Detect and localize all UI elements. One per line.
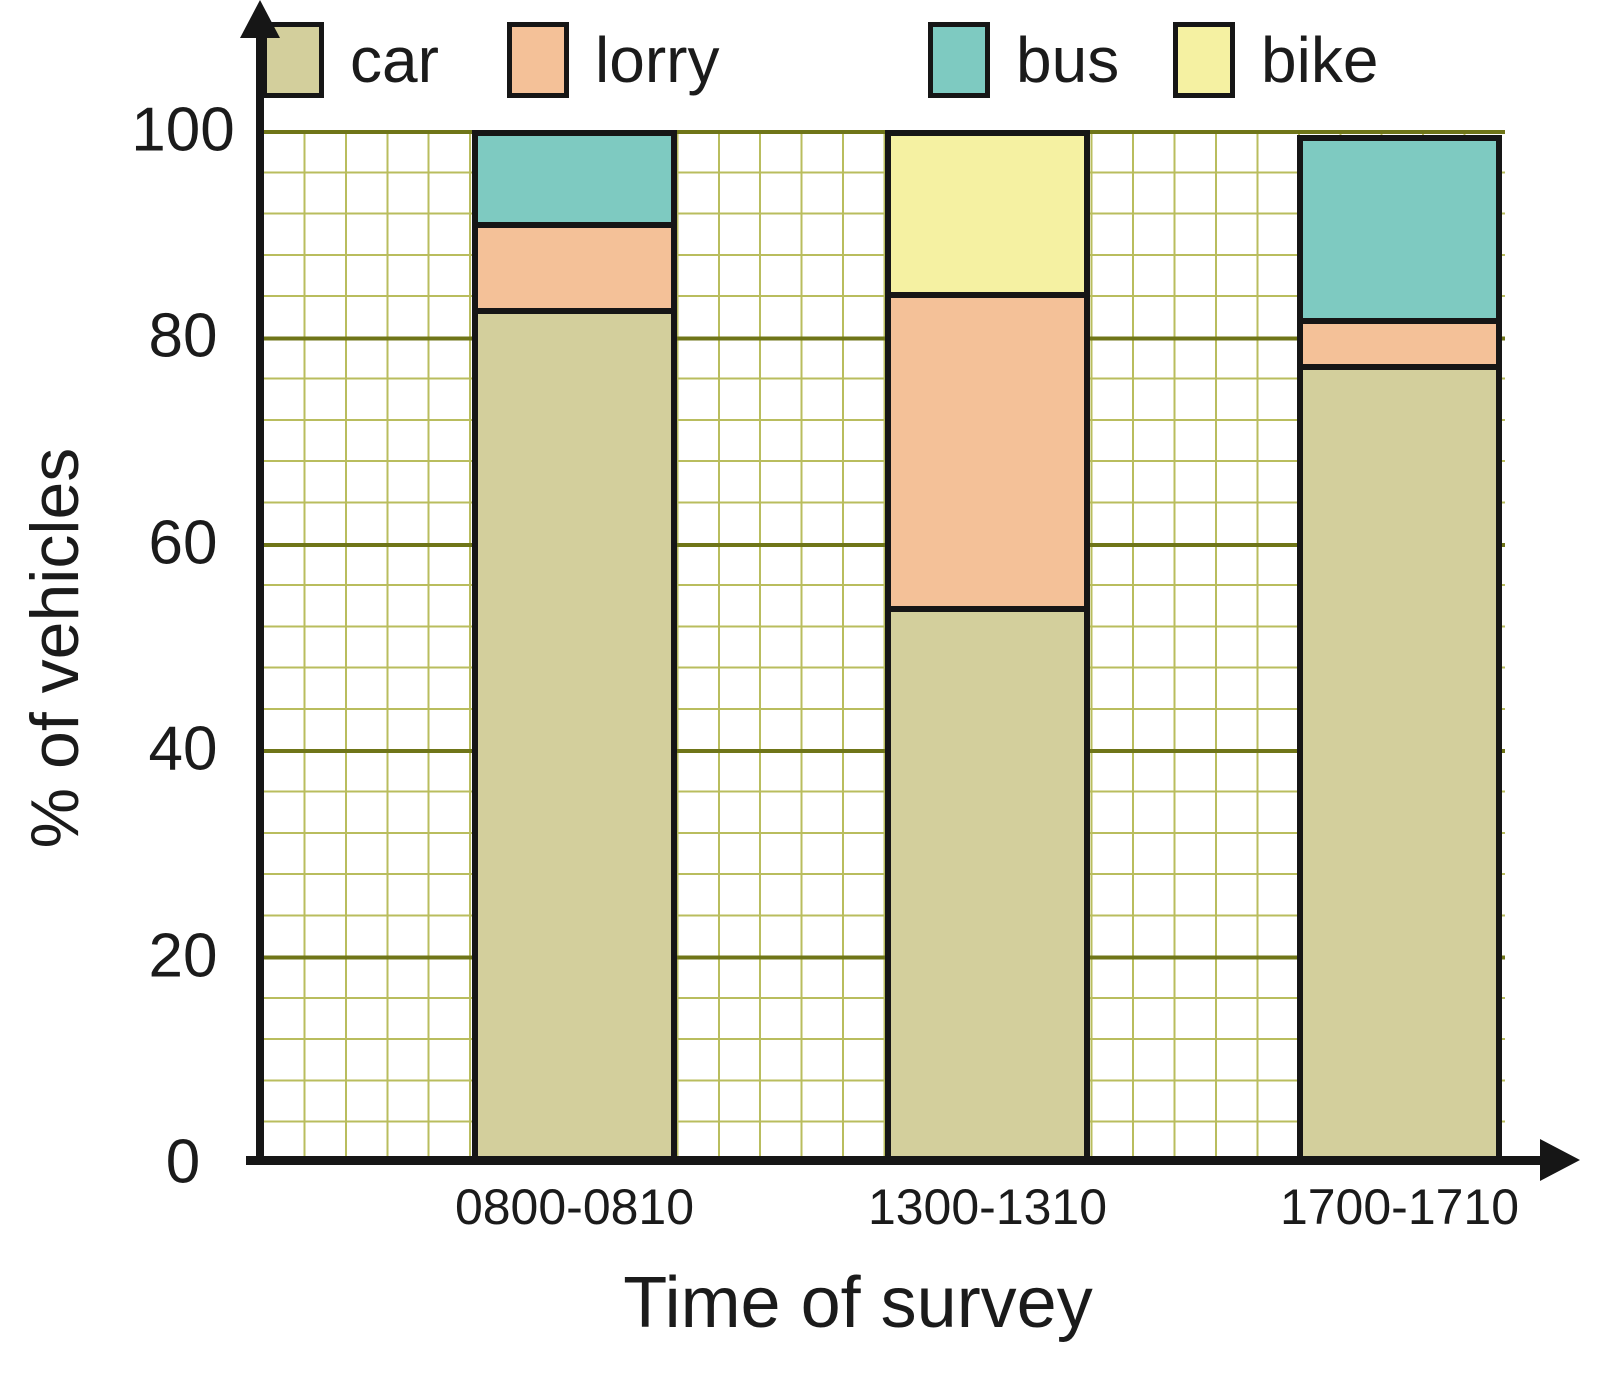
legend-item-bus: bus bbox=[928, 22, 1119, 98]
y-tick-label: 80 bbox=[148, 301, 218, 371]
legend-swatch-bus bbox=[928, 22, 990, 98]
bar-segment-car bbox=[1303, 363, 1496, 1156]
y-tick-label: 60 bbox=[148, 508, 218, 578]
x-axis-arrow-icon bbox=[1540, 1139, 1580, 1181]
legend-swatch-bike bbox=[1173, 22, 1235, 98]
bar-segment-lorry bbox=[891, 292, 1084, 606]
bar-segment-car bbox=[478, 308, 671, 1157]
bar-segment-lorry bbox=[1303, 317, 1496, 364]
legend-label-lorry: lorry bbox=[595, 24, 720, 96]
y-axis-line bbox=[256, 30, 264, 1164]
legend-label-car: car bbox=[350, 24, 439, 96]
bar-segment-bike bbox=[891, 136, 1084, 293]
x-tick-label: 0800-0810 bbox=[454, 1179, 695, 1235]
x-tick-label: 1300-1310 bbox=[867, 1179, 1108, 1235]
y-tick-label: 100 bbox=[131, 95, 235, 165]
bar-segment-car bbox=[891, 605, 1084, 1156]
bar-segment-bus bbox=[478, 136, 671, 222]
bar-segment-bus bbox=[1303, 141, 1496, 318]
y-axis-arrow-icon bbox=[240, 0, 280, 38]
bar-1300-1310 bbox=[885, 130, 1090, 1162]
legend-item-lorry: lorry bbox=[507, 22, 719, 98]
legend-swatch-lorry bbox=[507, 22, 569, 98]
x-axis-title: Time of survey bbox=[623, 1263, 1093, 1343]
bar-0800-0810 bbox=[472, 130, 677, 1162]
legend-item-bike: bike bbox=[1173, 22, 1378, 98]
legend-label-bike: bike bbox=[1261, 24, 1379, 96]
y-tick-label: 40 bbox=[148, 714, 218, 784]
y-tick-label: 0 bbox=[165, 1127, 201, 1197]
x-tick-label: 1700-1710 bbox=[1279, 1179, 1520, 1235]
bar-1700-1710 bbox=[1297, 135, 1502, 1162]
bar-segment-lorry bbox=[478, 221, 671, 309]
y-axis-title: % of vehicles bbox=[17, 447, 93, 849]
y-tick-label: 20 bbox=[148, 921, 218, 991]
x-axis-line bbox=[246, 1156, 1544, 1165]
legend-label-bus: bus bbox=[1016, 24, 1120, 96]
legend-item-car: car bbox=[262, 22, 439, 98]
plot-grid bbox=[262, 130, 1505, 1162]
